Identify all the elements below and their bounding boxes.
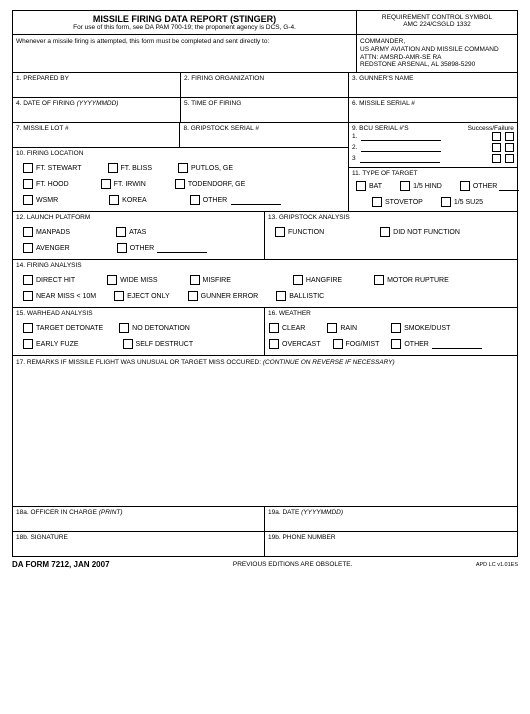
label-warhead: 15. WARHEAD ANALYSIS — [13, 308, 264, 319]
row-12-13: 12. LAUNCH PLATFORM MANPADS ATAS AVENGER… — [13, 212, 517, 260]
fa-wide-miss[interactable]: WIDE MISS — [107, 275, 157, 285]
field-date[interactable]: 19a. DATE (YYYYMMDD) — [265, 507, 517, 531]
field-missile-serial[interactable]: 6. MISSILE SERIAL # — [349, 98, 517, 122]
wx-other[interactable]: OTHER — [391, 339, 482, 349]
label-weather: 16. WEATHER — [265, 308, 517, 319]
loc-other[interactable]: OTHER — [190, 195, 282, 205]
sendto-label: Whenever a missile firing is attempted, … — [13, 35, 357, 72]
wx-smoke[interactable]: SMOKE/DUST — [391, 323, 450, 333]
fa-gunner-error[interactable]: GUNNER ERROR — [188, 291, 259, 301]
commander: COMMANDER, — [360, 38, 514, 46]
loc-todendorf[interactable]: TODENDORF, GE — [175, 179, 245, 189]
tgt-bat[interactable]: BAT — [356, 181, 382, 191]
wx-clear[interactable]: CLEAR — [269, 323, 305, 333]
title-row: MISSILE FIRING DATA REPORT (STINGER) For… — [13, 11, 517, 35]
wh-early-fuze[interactable]: EARLY FUZE — [23, 339, 79, 349]
label-gripstock-analysis: 13. GRIPSTOCK ANALYSIS — [265, 212, 517, 223]
firing-location-options: FT. STEWART FT. BLISS PUTLOS, GE FT. HOO… — [13, 159, 348, 211]
loc-putlos[interactable]: PUTLOS, GE — [178, 163, 233, 173]
req-control-symbol: REQUIREMENT CONTROL SYMBOL AMC 224/CSGLD… — [357, 11, 517, 34]
title-left: MISSILE FIRING DATA REPORT (STINGER) For… — [13, 11, 357, 34]
loc-ft-stewart[interactable]: FT. STEWART — [23, 163, 82, 173]
fa-hangfire[interactable]: HANGFIRE — [293, 275, 342, 285]
label-success-failure: Success/Failure — [468, 125, 514, 132]
plat-avenger[interactable]: AVENGER — [23, 243, 70, 253]
plat-atas[interactable]: ATAS — [116, 227, 146, 237]
label-launch-platform: 12. LAUNCH PLATFORM — [13, 212, 264, 223]
label-firing-location: 10. FIRING LOCATION — [13, 148, 348, 159]
addr2: ATTN: AMSRD-AMR-SE RA — [360, 54, 514, 62]
obsolete-note: PREVIOUS EDITIONS ARE OBSOLETE. — [233, 561, 353, 568]
wh-self-destruct[interactable]: SELF DESTRUCT — [123, 339, 194, 349]
field-date-firing[interactable]: 4. DATE OF FIRING (YYYYMMDD) — [13, 98, 181, 122]
field-gunner-name[interactable]: 3. GUNNER'S NAME — [349, 73, 517, 97]
fa-ballistic[interactable]: BALLISTIC — [276, 291, 324, 301]
apd-code: APD LC v1.01ES — [476, 562, 518, 568]
field-signature[interactable]: 18b. SIGNATURE — [13, 532, 265, 556]
tgt-stovetop[interactable]: STOVETOP — [372, 197, 423, 207]
form-container: MISSILE FIRING DATA REPORT (STINGER) For… — [12, 10, 518, 557]
field-gripstock-serial[interactable]: 8. GRIPSTOCK SERIAL # — [180, 123, 347, 147]
section-firing-analysis: 14. FIRING ANALYSIS DIRECT HIT WIDE MISS… — [13, 260, 517, 308]
plat-other[interactable]: OTHER — [117, 243, 208, 253]
row-7-11: 7. MISSILE LOT # 8. GRIPSTOCK SERIAL # 1… — [13, 123, 517, 212]
sendto-address: COMMANDER, US ARMY AVIATION AND MISSILE … — [357, 35, 517, 72]
label-target-type: 11. TYPE OF TARGET — [352, 170, 514, 177]
form-subtitle: For use of this form, see DA PAM 700-19;… — [16, 24, 353, 31]
addr3: REDSTONE ARSENAL, AL 35898-5290 — [360, 61, 514, 69]
f4-hint: (YYYYMMDD) — [77, 100, 119, 107]
remarks-hint: (CONTINUE ON REVERSE IF NECESSARY) — [263, 359, 395, 366]
bcu-2[interactable]: 2. — [352, 143, 514, 152]
fa-near-miss[interactable]: NEAR MISS < 10M — [23, 291, 96, 301]
row-1-3: 1. PREPARED BY 2. FIRING ORGANIZATION 3.… — [13, 73, 517, 98]
field-time-firing[interactable]: 5. TIME OF FIRING — [181, 98, 349, 122]
row-4-6: 4. DATE OF FIRING (YYYYMMDD) 5. TIME OF … — [13, 98, 517, 123]
row-18b-19b: 18b. SIGNATURE 19b. PHONE NUMBER — [13, 532, 517, 556]
loc-ft-irwin[interactable]: FT. IRWIN — [101, 179, 146, 189]
wx-overcast[interactable]: OVERCAST — [269, 339, 321, 349]
grip-notfunction[interactable]: DID NOT FUNCTION — [380, 227, 460, 237]
loc-wsmr[interactable]: WSMR — [23, 195, 58, 205]
bcu-3[interactable]: 3 — [352, 154, 514, 163]
section-remarks[interactable]: 17. REMARKS IF MISSILE FLIGHT WAS UNUSUA… — [13, 356, 517, 507]
row-18a-19a: 18a. OFFICER IN CHARGE (PRINT) 19a. DATE… — [13, 507, 517, 532]
label-bcu: 9. BCU SERIAL #'S — [352, 125, 409, 132]
form-footer: DA FORM 7212, JAN 2007 PREVIOUS EDITIONS… — [0, 557, 530, 569]
field-phone[interactable]: 19b. PHONE NUMBER — [265, 532, 517, 556]
label-firing-analysis: 14. FIRING ANALYSIS — [13, 260, 517, 271]
req-symbol-value: AMC 224/CSGLD 1332 — [360, 21, 514, 28]
field-prepared-by[interactable]: 1. PREPARED BY — [13, 73, 181, 97]
wx-rain[interactable]: RAIN — [327, 323, 357, 333]
fa-motor-rupture[interactable]: MOTOR RUPTURE — [374, 275, 449, 285]
tgt-su25[interactable]: 1/5 SU25 — [441, 197, 483, 207]
tgt-other[interactable]: OTHER — [460, 181, 520, 191]
bcu-1[interactable]: 1. — [352, 132, 514, 141]
addr1: US ARMY AVIATION AND MISSILE COMMAND — [360, 46, 514, 54]
f4-label: 4. DATE OF FIRING — [16, 100, 75, 107]
loc-ft-bliss[interactable]: FT. BLISS — [108, 163, 153, 173]
wh-target-detonate[interactable]: TARGET DETONATE — [23, 323, 103, 333]
req-symbol-label: REQUIREMENT CONTROL SYMBOL — [360, 14, 514, 21]
form-number: DA FORM 7212, JAN 2007 — [12, 560, 110, 569]
grip-function[interactable]: FUNCTION — [275, 227, 324, 237]
tgt-hind[interactable]: 1/5 HIND — [400, 181, 442, 191]
wx-fog[interactable]: FOG/MIST — [333, 339, 380, 349]
field-missile-lot[interactable]: 7. MISSILE LOT # — [13, 123, 180, 147]
field-officer-in-charge[interactable]: 18a. OFFICER IN CHARGE (PRINT) — [13, 507, 265, 531]
loc-ft-hood[interactable]: FT. HOOD — [23, 179, 69, 189]
fa-misfire[interactable]: MISFIRE — [190, 275, 231, 285]
field-firing-org[interactable]: 2. FIRING ORGANIZATION — [181, 73, 349, 97]
wh-no-detonation[interactable]: NO DETONATION — [119, 323, 190, 333]
label-remarks: 17. REMARKS IF MISSILE FLIGHT WAS UNUSUA… — [16, 359, 261, 366]
plat-manpads[interactable]: MANPADS — [23, 227, 70, 237]
loc-korea[interactable]: KOREA — [109, 195, 147, 205]
sendto-row: Whenever a missile firing is attempted, … — [13, 35, 517, 73]
fa-eject-only[interactable]: EJECT ONLY — [114, 291, 170, 301]
fa-direct-hit[interactable]: DIRECT HIT — [23, 275, 75, 285]
form-title: MISSILE FIRING DATA REPORT (STINGER) — [16, 14, 353, 24]
row-15-16: 15. WARHEAD ANALYSIS TARGET DETONATE NO … — [13, 308, 517, 356]
